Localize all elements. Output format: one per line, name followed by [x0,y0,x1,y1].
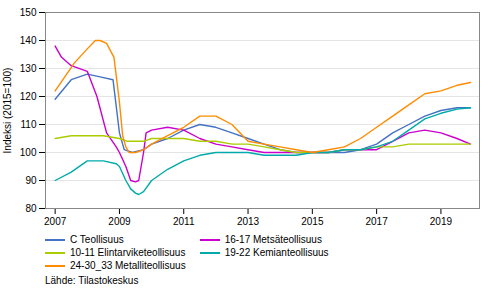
svg-text:2009: 2009 [108,216,131,227]
svg-text:90: 90 [25,175,37,186]
svg-text:2017: 2017 [366,216,389,227]
svg-text:2007: 2007 [44,216,67,227]
svg-text:100: 100 [20,147,37,158]
svg-text:2019: 2019 [430,216,453,227]
svg-text:140: 140 [20,35,37,46]
svg-text:110: 110 [21,119,37,130]
svg-text:2011: 2011 [173,216,195,227]
svg-text:130: 130 [20,63,37,74]
html-text:24-30_33 Metalliteollisuus: 24-30_33 Metalliteollisuus [70,260,186,271]
html-text:10-11 Elintarviketeollisuus: 10-11 Elintarviketeollisuus [70,247,186,258]
svg-text:120: 120 [20,91,37,102]
svg-text:80: 80 [25,203,37,214]
html-text:C Teollisuus: C Teollisuus [70,234,124,245]
svg-text:2015: 2015 [301,216,324,227]
html-text:16-17 Metsäteollisuus: 16-17 Metsäteollisuus [224,234,322,245]
html-text:19-22 Kemianteollisuus: 19-22 Kemianteollisuus [224,247,329,258]
svg-text:2013: 2013 [237,216,260,227]
svg-text:150: 150 [20,7,37,18]
html-text:Lähde: Tilastokeskus: Lähde: Tilastokeskus [45,275,139,286]
svg-text:Indeksi (2015=100): Indeksi (2015=100) [2,68,13,154]
